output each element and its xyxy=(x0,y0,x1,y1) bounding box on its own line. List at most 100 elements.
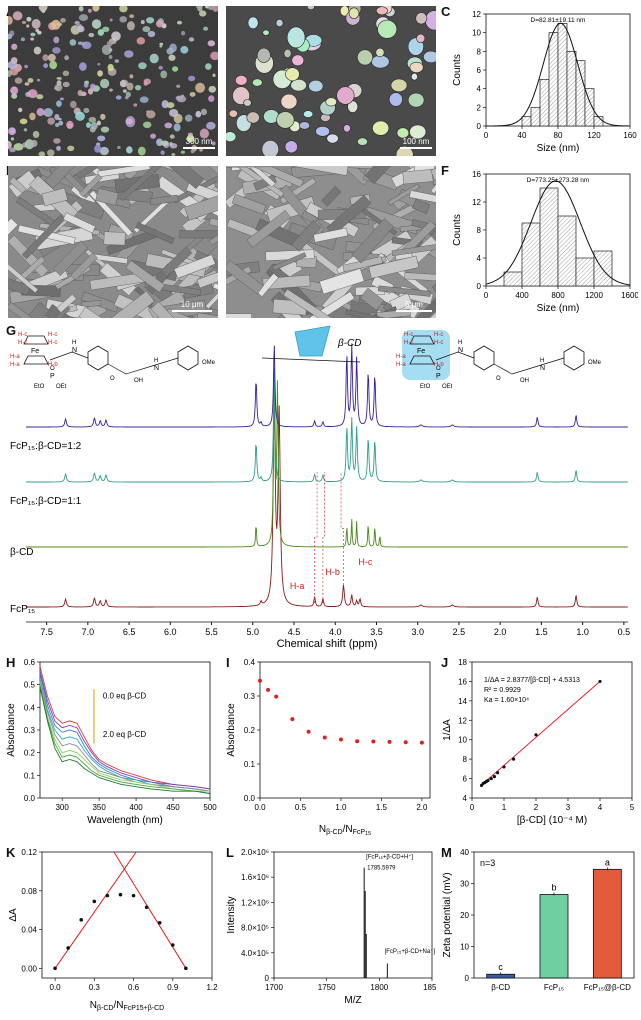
particle xyxy=(149,53,159,64)
crystal-flake xyxy=(135,222,175,245)
x-tick-label: 2 xyxy=(534,803,539,812)
atom-label: H-c xyxy=(404,340,413,346)
x-tick-label: 800 xyxy=(551,291,565,300)
particle xyxy=(88,32,95,38)
y-tick-label: 0.12 xyxy=(21,848,37,857)
x-axis-label: Nβ-CD/NFcP15+β-CD xyxy=(90,1000,165,1012)
peak-label-ha: H-a xyxy=(290,581,305,591)
particle xyxy=(56,77,60,80)
x-tick-label: 300 xyxy=(55,803,69,812)
data-point xyxy=(266,687,271,692)
scale-bar-a-label: 300 nm xyxy=(185,137,213,146)
y-tick-label: 0 xyxy=(477,122,482,131)
particle xyxy=(212,73,216,78)
particle xyxy=(243,99,252,107)
particle xyxy=(26,16,32,22)
y-axis-label: ΔA xyxy=(8,908,19,922)
beta-cd-label: β-CD xyxy=(337,338,362,349)
crystal-flake xyxy=(95,187,119,206)
data-point xyxy=(534,733,538,737)
particle xyxy=(138,62,147,70)
x-tick-label: 1800 xyxy=(370,983,388,992)
x-tick-label: 1.0 xyxy=(335,803,347,812)
particle xyxy=(53,138,61,144)
atom-label: H-b xyxy=(434,362,444,368)
histogram-bar xyxy=(593,116,604,127)
scale-bar-e-label: 5 μm xyxy=(405,300,423,309)
particle xyxy=(10,137,15,141)
particle xyxy=(247,16,259,29)
particle xyxy=(416,33,426,44)
crystal-flake xyxy=(272,252,307,271)
x-tick-label: 2.0 xyxy=(416,803,428,812)
benzene-ring xyxy=(473,345,495,371)
crystal-flake xyxy=(414,299,436,318)
particle xyxy=(285,67,300,82)
particle xyxy=(12,11,23,21)
particle xyxy=(109,88,113,92)
x-tick-label: 350 xyxy=(92,803,106,812)
data-point xyxy=(306,729,311,734)
crystal-flake xyxy=(391,244,436,257)
y-tick-label: 0.3 xyxy=(244,692,256,701)
sem-image-e xyxy=(226,166,436,318)
particle xyxy=(136,37,146,45)
y-tick-label: 4.0×10⁵ xyxy=(241,949,269,958)
scale-bar-b: 100 nm xyxy=(400,137,432,149)
x-tick-label: 1700 xyxy=(265,983,283,992)
particle xyxy=(143,78,151,85)
particle xyxy=(129,14,135,19)
beta-cd-cone-icon xyxy=(294,325,331,357)
particle xyxy=(126,21,135,31)
particle xyxy=(81,41,92,50)
particle xyxy=(27,89,38,99)
particle xyxy=(87,88,94,95)
particle xyxy=(212,6,218,12)
x-tick-label: 3 xyxy=(566,803,571,812)
histogram-bar xyxy=(593,250,613,287)
nmr-spectra-g: 7.5 7.0 6.5 6.0 5.5 5.0 4.5 4.0 3.5 3.0 2.5 2.0 1.5 1… xyxy=(10,325,630,650)
crystal-flake xyxy=(41,187,68,207)
data-point xyxy=(131,893,136,898)
x-tick-label: 2.5 xyxy=(453,627,466,637)
crystal-flake xyxy=(8,170,38,198)
particle xyxy=(87,8,92,13)
particle xyxy=(100,78,110,89)
particle xyxy=(11,93,18,99)
particle xyxy=(119,16,127,23)
particle xyxy=(31,18,41,29)
particle xyxy=(79,62,87,71)
crystal-flake xyxy=(402,167,436,185)
x-tick-label: 160 xyxy=(623,131,637,140)
y-axis-label: Counts xyxy=(452,54,463,86)
particle xyxy=(21,20,27,24)
particle xyxy=(24,82,30,86)
fit-annotation: Ka = 1.60×10⁴ xyxy=(484,697,529,704)
scale-bar-d: 10 μm xyxy=(172,300,212,312)
particle xyxy=(36,94,44,100)
particle xyxy=(180,150,186,154)
crystal-flake xyxy=(431,256,436,295)
x-tick-label: 1200 xyxy=(585,291,603,300)
particle xyxy=(13,143,24,151)
particle xyxy=(38,151,46,156)
y-tick-label: 2 xyxy=(477,103,482,112)
y-tick-label: 16 xyxy=(458,677,467,686)
particle xyxy=(195,82,206,93)
particle xyxy=(129,74,134,79)
data-point xyxy=(258,678,262,683)
particle xyxy=(396,127,410,139)
plot-frame xyxy=(259,661,431,799)
particle xyxy=(336,86,355,105)
particle xyxy=(119,6,128,13)
particle xyxy=(425,10,436,31)
particle xyxy=(97,135,106,142)
x-tick-label: 1.0 xyxy=(576,627,589,637)
y-tick-label: 8.0×10⁵ xyxy=(241,924,269,933)
fit-annotation: R² = 0.9929 xyxy=(484,687,521,694)
panel-letter-c: C xyxy=(441,4,451,19)
particle xyxy=(377,19,398,39)
x-tick-label: 7.5 xyxy=(40,627,53,637)
particle xyxy=(276,111,295,129)
